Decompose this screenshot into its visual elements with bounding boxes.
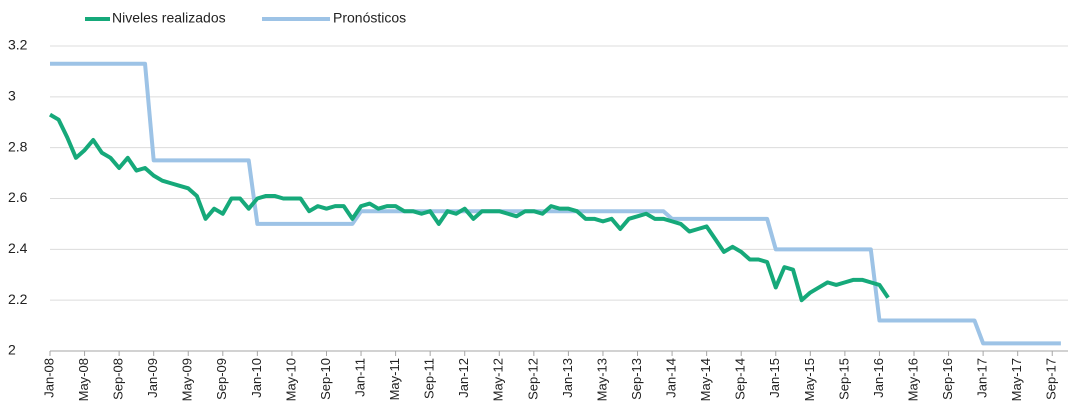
x-tick-label: Jan-09 — [145, 358, 160, 398]
x-tick-label: Sep-10 — [318, 358, 333, 400]
x-tick-label: Sep-13 — [629, 358, 644, 400]
legend-label: Pronósticos — [333, 10, 406, 26]
y-tick-label: 2.4 — [8, 240, 28, 256]
x-tick-label: May-17 — [1009, 358, 1024, 401]
x-tick-label: May-08 — [76, 358, 91, 401]
x-tick-label: Jan-10 — [249, 358, 264, 398]
y-tick-label: 2 — [8, 342, 16, 358]
x-tick-label: May-09 — [180, 358, 195, 401]
x-tick-label: Sep-17 — [1044, 358, 1059, 400]
x-tick-label: Sep-16 — [940, 358, 955, 400]
x-tick-label: May-13 — [594, 358, 609, 401]
x-tick-label: May-15 — [802, 358, 817, 401]
x-tick-label: Sep-15 — [836, 358, 851, 400]
x-tick-label: Jan-12 — [456, 358, 471, 398]
x-tick-label: Jan-17 — [975, 358, 990, 398]
y-tick-label: 3.2 — [8, 37, 28, 53]
x-tick-label: Jan-14 — [664, 358, 679, 398]
x-tick-label: Sep-12 — [525, 358, 540, 400]
x-tick-label: Jan-08 — [41, 358, 56, 398]
x-tick-label: May-16 — [905, 358, 920, 401]
x-tick-label: Jan-11 — [352, 358, 367, 397]
y-tick-label: 2.2 — [8, 291, 28, 307]
x-tick-label: Sep-11 — [422, 358, 437, 399]
legend-label: Niveles realizados — [112, 10, 226, 26]
series-line — [50, 61, 1061, 346]
x-tick-label: May-12 — [491, 358, 506, 401]
x-tick-label: Sep-09 — [214, 358, 229, 400]
x-tick-label: Jan-16 — [871, 358, 886, 398]
y-tick-label: 2.6 — [8, 189, 28, 205]
x-tick-label: May-14 — [698, 358, 713, 401]
x-tick-label: May-10 — [283, 358, 298, 401]
x-tick-label: Jan-13 — [560, 358, 575, 398]
x-tick-label: May-11 — [387, 358, 402, 400]
series-line — [48, 112, 890, 303]
y-tick-label: 3 — [8, 88, 16, 104]
y-tick-label: 2.8 — [8, 138, 28, 154]
x-tick-label: Sep-08 — [111, 358, 126, 400]
x-tick-label: Jan-15 — [767, 358, 782, 398]
x-tick-label: Sep-14 — [733, 358, 748, 400]
